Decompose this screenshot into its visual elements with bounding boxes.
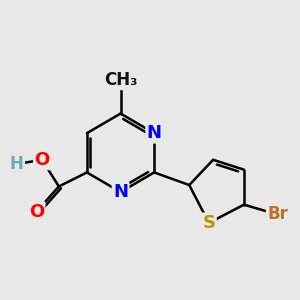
Text: S: S bbox=[202, 214, 215, 232]
Text: Br: Br bbox=[267, 206, 288, 224]
Text: O: O bbox=[34, 151, 50, 169]
Text: O: O bbox=[29, 203, 44, 221]
Text: N: N bbox=[113, 183, 128, 201]
Text: H: H bbox=[10, 155, 24, 173]
Text: CH₃: CH₃ bbox=[104, 71, 137, 89]
Text: N: N bbox=[147, 124, 162, 142]
